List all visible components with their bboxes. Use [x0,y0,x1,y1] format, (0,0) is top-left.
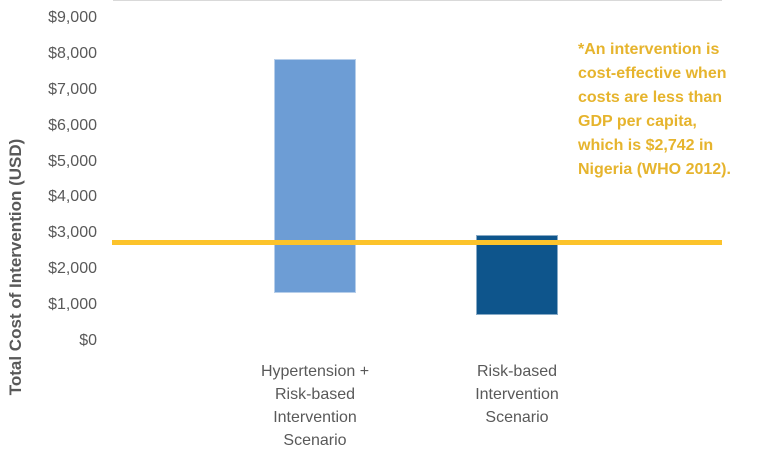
y-tick-label: $8,000 [48,44,97,62]
annotation-line: cost-effective when [578,65,727,82]
x-category-label: Hypertension + Risk-based Intervention Scen… [205,360,425,452]
y-tick-label: $3,000 [48,224,97,242]
y-tick-label: $6,000 [48,116,97,134]
y-tick-label: $0 [79,332,97,349]
gdp-reference-line [112,240,722,246]
x-category-label: Risk-based Intervention Scenario [407,360,627,429]
y-tick-label: $4,000 [48,188,97,206]
x-category-label-line: Risk-based [274,386,356,403]
annotation-line: which is $2,742 in [578,137,714,154]
x-category-label-line: Intervention [273,409,357,426]
annotation-line: costs are less than [578,89,723,106]
x-category-label-line: Scenario [485,409,549,426]
range-bar [274,59,356,293]
y-axis-tick-labels: $0 $1,000 $2,000 $3,000 $4,000 $5,000 $6,000 $7… [0,0,97,463]
annotation-line: *An intervention is [578,41,720,58]
annotation-line: Nigeria (WHO 2012). [578,161,731,178]
annotation-line: GDP per capita, [578,113,697,130]
y-tick-label: $2,000 [48,260,97,278]
x-category-label-line: Risk-based [476,363,558,380]
x-category-label-line: Hypertension + [260,363,370,380]
y-tick-label: $1,000 [48,296,97,314]
y-tick-label: $7,000 [48,80,97,98]
range-bar [476,235,558,315]
x-axis-line [113,0,722,1]
y-tick-label: $5,000 [48,152,97,170]
x-category-label-line: Scenario [283,432,347,449]
y-tick-label: $9,000 [48,9,97,26]
x-category-label-line: Intervention [475,386,559,403]
cost-effectiveness-annotation: *An intervention is cost-effective when co… [578,38,768,182]
